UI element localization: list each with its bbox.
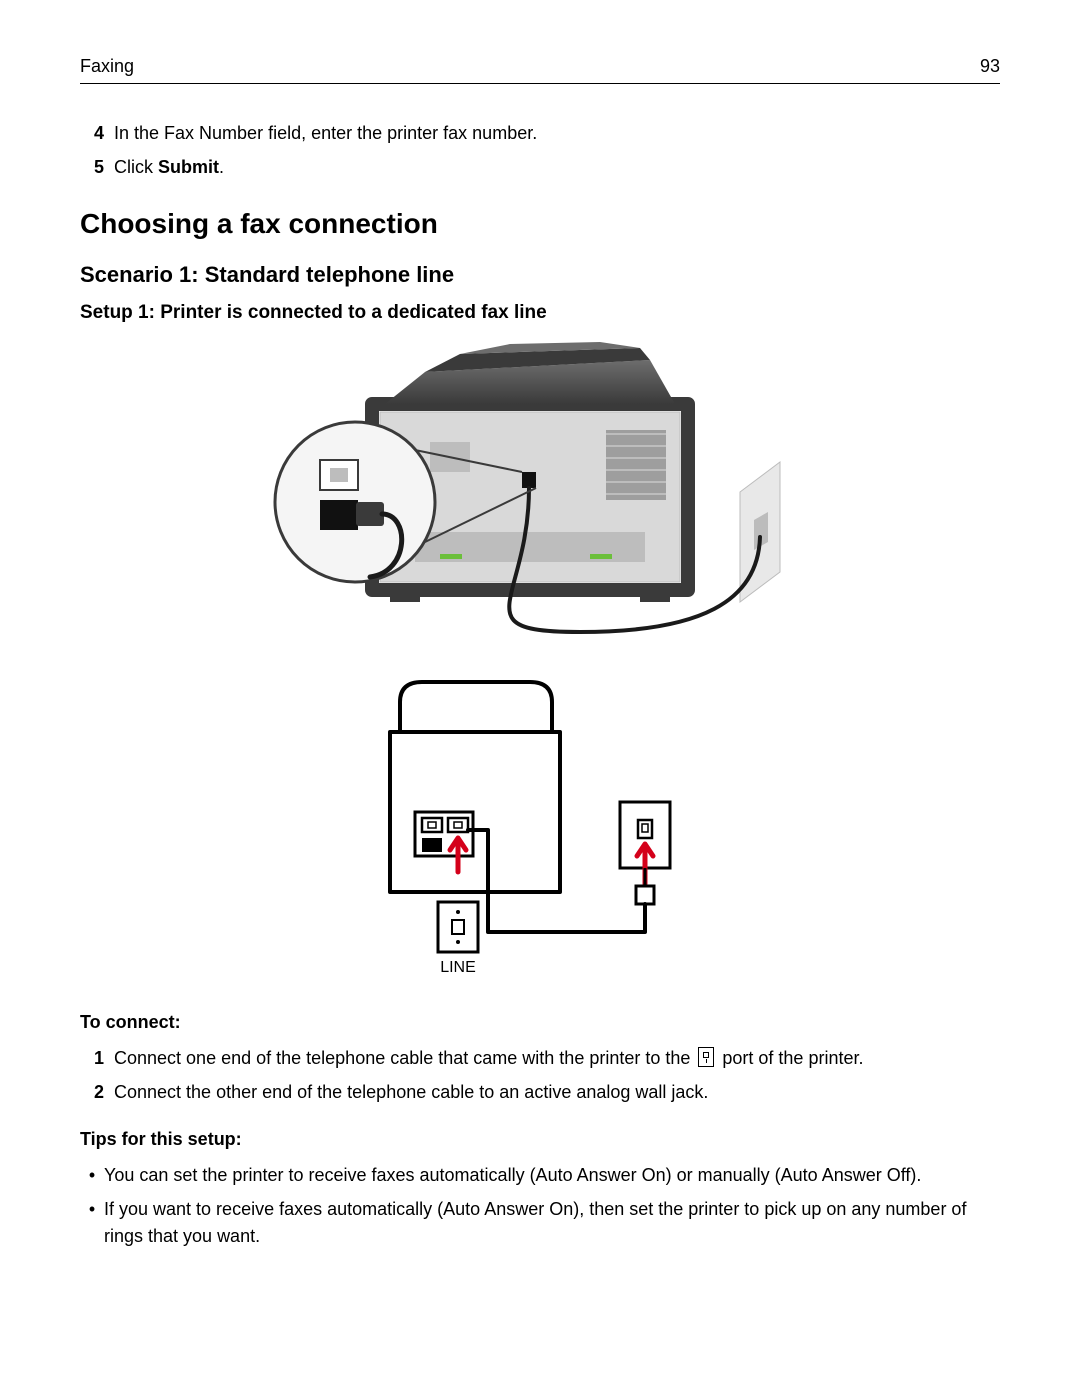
to-connect-heading: To connect: bbox=[80, 1012, 1000, 1033]
svg-text:LINE: LINE bbox=[440, 959, 476, 976]
printer-photo-figure bbox=[80, 342, 1000, 642]
page-number: 93 bbox=[980, 56, 1000, 77]
step-4: 4 In the Fax Number field, enter the pri… bbox=[80, 120, 1000, 146]
step-text-prefix: Click bbox=[114, 157, 158, 177]
bullet-icon: • bbox=[80, 1196, 104, 1222]
step-text: Connect the other end of the telephone c… bbox=[114, 1079, 708, 1105]
step-number: 1 bbox=[80, 1045, 104, 1071]
tips-heading: Tips for this setup: bbox=[80, 1129, 1000, 1150]
scenario-heading: Scenario 1: Standard telephone line bbox=[80, 262, 1000, 288]
step-number: 5 bbox=[80, 154, 104, 180]
step-number: 4 bbox=[80, 120, 104, 146]
connect-step-2: 2 Connect the other end of the telephone… bbox=[80, 1079, 1000, 1105]
connect-step-1: 1 Connect one end of the telephone cable… bbox=[80, 1045, 1000, 1071]
tip-1: • You can set the printer to receive fax… bbox=[80, 1162, 1000, 1188]
step-text: Click Submit. bbox=[114, 154, 224, 180]
to-connect-steps-list: 1 Connect one end of the telephone cable… bbox=[80, 1045, 1000, 1105]
step-text-pre: Connect one end of the telephone cable t… bbox=[114, 1048, 695, 1068]
step-text: In the Fax Number field, enter the print… bbox=[114, 120, 537, 146]
tips-list: • You can set the printer to receive fax… bbox=[80, 1162, 1000, 1248]
step-text-suffix: . bbox=[219, 157, 224, 177]
step-5: 5 Click Submit. bbox=[80, 154, 1000, 180]
step-text-post: port of the printer. bbox=[717, 1048, 863, 1068]
step-text-bold: Submit bbox=[158, 157, 219, 177]
printer-schematic-svg: LINE bbox=[360, 672, 720, 982]
tip-text: You can set the printer to receive faxes… bbox=[104, 1162, 921, 1188]
step-number: 2 bbox=[80, 1079, 104, 1105]
setup-heading: Setup 1: Printer is connected to a dedic… bbox=[80, 302, 1000, 324]
printer-photo-svg bbox=[260, 342, 820, 642]
running-header: Faxing 93 bbox=[80, 56, 1000, 84]
line-port-icon bbox=[698, 1047, 714, 1067]
tip-2: • If you want to receive faxes automatic… bbox=[80, 1196, 1000, 1248]
step-text: Connect one end of the telephone cable t… bbox=[114, 1045, 863, 1071]
chapter-name: Faxing bbox=[80, 56, 134, 77]
bullet-icon: • bbox=[80, 1162, 104, 1188]
printer-schematic-figure: LINE bbox=[80, 672, 1000, 982]
continued-steps-list: 4 In the Fax Number field, enter the pri… bbox=[80, 120, 1000, 180]
document-page: Faxing 93 4 In the Fax Number field, ent… bbox=[0, 0, 1080, 1397]
section-heading: Choosing a fax connection bbox=[80, 208, 1000, 240]
tip-text: If you want to receive faxes automatical… bbox=[104, 1196, 1000, 1248]
